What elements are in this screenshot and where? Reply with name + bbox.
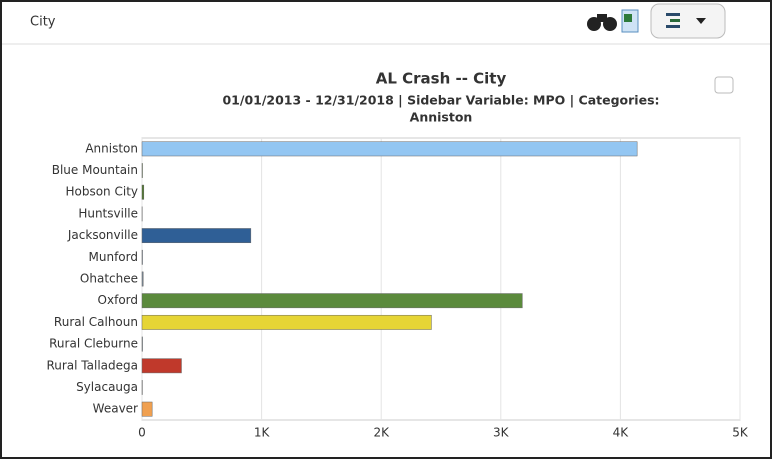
x-tick-label: 1K bbox=[254, 426, 271, 440]
bar bbox=[141, 184, 145, 200]
y-tick-label: Sylacauga bbox=[76, 380, 138, 394]
chart-subtitle: 01/01/2013 - 12/31/2018 | Sidebar Variab… bbox=[222, 93, 659, 108]
y-tick-label: Rural Cleburne bbox=[49, 337, 138, 351]
panel-title: City bbox=[30, 15, 56, 30]
bar bbox=[141, 358, 182, 374]
plot-area bbox=[141, 137, 741, 421]
bar bbox=[141, 163, 143, 178]
binoculars-icon[interactable] bbox=[587, 14, 617, 31]
bar bbox=[141, 141, 638, 157]
x-tick-label: 5K bbox=[732, 426, 749, 440]
x-tick-label: 2K bbox=[373, 426, 390, 440]
bar bbox=[141, 314, 432, 330]
y-tick-label: Oxford bbox=[98, 293, 138, 307]
x-tick-label: 3K bbox=[493, 426, 510, 440]
y-tick-label: Huntsville bbox=[78, 206, 138, 220]
bar bbox=[141, 249, 143, 265]
bar bbox=[141, 271, 144, 287]
y-tick-label: Rural Calhoun bbox=[54, 315, 138, 329]
context-menu-icon[interactable] bbox=[714, 76, 734, 94]
bar bbox=[141, 336, 143, 352]
x-tick-label: 4K bbox=[613, 426, 630, 440]
y-tick-label: Weaver bbox=[93, 402, 138, 416]
y-tick-label: Rural Talladega bbox=[46, 358, 138, 372]
y-tick-label: Blue Mountain bbox=[52, 163, 138, 177]
chart-subtitle: Anniston bbox=[410, 110, 473, 125]
y-tick-label: Munford bbox=[89, 250, 138, 264]
chart-title: AL Crash -- City bbox=[376, 70, 507, 88]
y-tick-label: Ohatchee bbox=[80, 272, 138, 286]
y-tick-label: Hobson City bbox=[65, 185, 138, 199]
bar bbox=[141, 293, 523, 309]
menu-button[interactable] bbox=[650, 3, 726, 39]
bar bbox=[141, 228, 252, 244]
y-tick-label: Jacksonville bbox=[67, 228, 138, 242]
excel-icon[interactable] bbox=[621, 9, 639, 33]
bar bbox=[141, 401, 153, 417]
x-tick-label: 0 bbox=[138, 426, 146, 440]
y-tick-label: Anniston bbox=[85, 141, 138, 155]
